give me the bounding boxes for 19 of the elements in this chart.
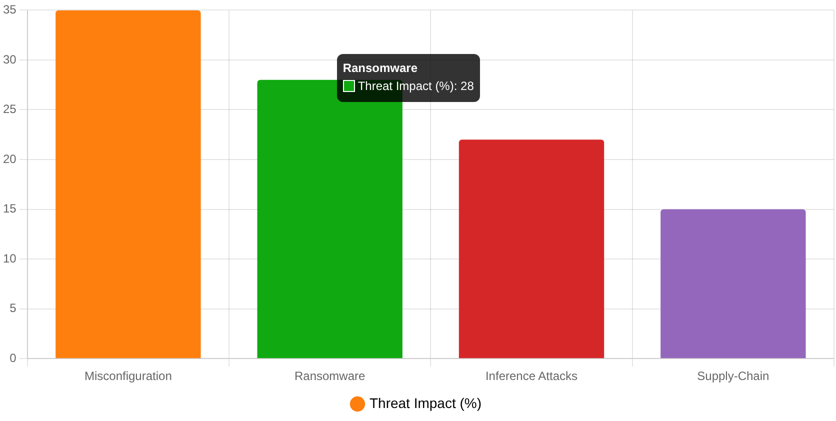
y-tick-label: 25 [2, 102, 17, 116]
x-tick-label: Inference Attacks [485, 369, 578, 384]
x-tick-label: Supply-Chain [697, 369, 770, 384]
y-tick-label: 20 [2, 152, 17, 166]
y-tick-label: 0 [10, 350, 17, 365]
bar [660, 209, 806, 358]
tooltip: Ransomware Threat Impact (%): 28 [336, 54, 480, 102]
bar [458, 140, 604, 358]
y-tick-label: 5 [10, 301, 17, 316]
annotation: Threat Impact (%): 28 [358, 78, 474, 93]
y-tick-label: 10 [2, 251, 17, 266]
y-tick-label: 30 [2, 52, 17, 66]
x-tick-label: Misconfiguration [84, 369, 172, 384]
bar [56, 10, 201, 358]
y-tick-label: 35 [2, 2, 17, 17]
x-tick-label: Ransomware [294, 369, 366, 384]
y-tick-label: 15 [2, 202, 17, 216]
annotation: Ransomware [342, 60, 418, 75]
legend-label: Threat Impact (%) [369, 394, 482, 411]
